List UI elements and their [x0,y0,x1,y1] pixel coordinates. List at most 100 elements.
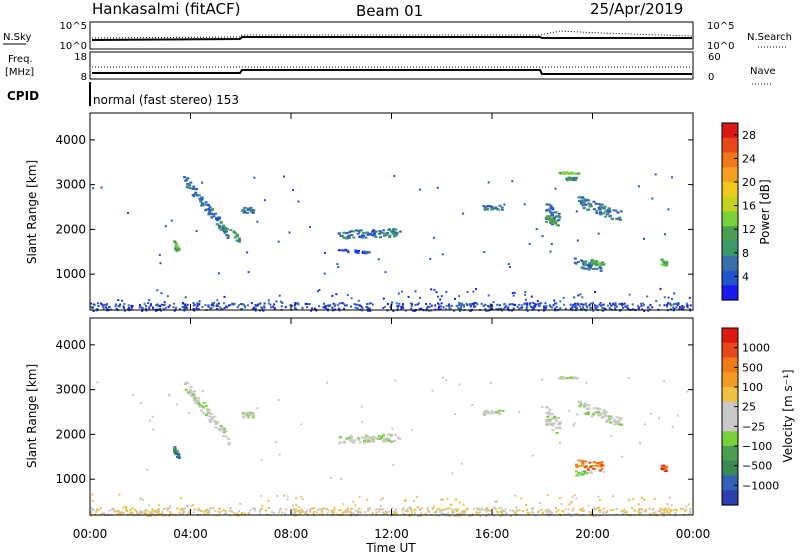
scatter-point [127,212,129,214]
ground-scatter-point [528,303,531,306]
echo-point [343,236,347,239]
scatter-point [643,237,645,240]
echo-point [219,221,223,224]
ground-scatter-point [293,304,296,307]
ground-scatter-point [513,291,516,294]
ground-scatter-point [521,306,524,309]
ground-scatter-point [401,508,404,511]
echo-point [216,421,220,424]
ground-scatter-point [681,305,684,307]
echo-point [582,207,586,210]
ground-scatter-point [122,506,125,509]
echo-point [197,402,200,405]
ground-scatter-point [476,303,479,306]
ground-scatter-point [333,506,336,509]
ground-scatter-point [217,507,220,510]
ground-scatter-point [425,307,428,310]
ground-scatter-point [210,306,213,309]
echo-point [578,472,582,475]
ground-scatter-point [275,300,278,303]
echo-point [361,251,365,254]
echo-point [486,205,490,208]
ground-scatter-point [337,509,340,512]
echo-point [354,251,358,254]
ground-scatter-point [400,307,403,310]
echo-point [349,230,353,233]
ground-scatter-point [510,309,513,312]
echo-point [582,267,586,270]
echo-point [617,421,621,424]
colorbar-tick-label: 28 [742,129,756,142]
echo-point [388,234,392,237]
ground-scatter-point [503,510,506,513]
echo-point [484,206,488,209]
ground-scatter-point [476,512,479,515]
ground-scatter-point [163,301,166,304]
echo-point [187,183,191,186]
echo-point [203,203,207,206]
echo-point [590,259,594,261]
ground-scatter-point [117,299,120,302]
ground-scatter-point [122,512,125,515]
ground-scatter-point [120,512,123,515]
ground-scatter-point [582,303,585,306]
echo-point [601,412,605,414]
ground-scatter-point [133,508,136,511]
scatter-point [541,405,544,408]
ground-scatter-point [163,303,166,306]
ground-scatter-point [647,309,650,312]
nave-tick-bottom: 0 [708,72,714,83]
ground-scatter-point [236,306,239,309]
scatter-point [96,381,99,384]
ground-scatter-point [254,509,256,512]
ground-scatter-point [594,306,597,309]
ground-scatter-point [673,292,676,295]
ground-scatter-point [555,507,558,510]
ground-scatter-point [286,495,289,498]
scatter-point [391,427,394,430]
ground-scatter-point [238,304,240,307]
ground-scatter-point [676,303,679,306]
ground-scatter-point [247,304,249,307]
echo-point [582,202,586,204]
ground-scatter-point [293,509,296,512]
ground-scatter-point [501,509,504,511]
echo-point [597,414,601,417]
ground-scatter-point [272,305,275,308]
echo-point [594,202,598,205]
ground-scatter-point [663,514,666,517]
ground-scatter-point [381,497,384,500]
ground-scatter-point [154,510,157,512]
ground-scatter-point [534,303,537,306]
echo-point [579,473,583,476]
echo-point [599,465,603,468]
echo-point [173,447,177,450]
ground-scatter-point [460,307,463,310]
scatter-point [535,228,538,231]
ground-scatter-point [147,504,150,507]
echo-point [604,414,608,417]
ground-scatter-point [208,509,211,512]
echo-point [584,263,587,265]
echo-point [581,260,584,263]
ground-scatter-point [223,307,226,310]
ground-scatter-point [178,307,181,310]
ground-scatter-point [223,512,226,515]
ground-scatter-point [513,510,516,513]
echo-point [596,408,600,411]
colorbar-segment [722,475,738,491]
ground-scatter-point [148,511,151,514]
echo-point [554,418,558,421]
ground-scatter-point [640,304,643,307]
echo-point [607,419,611,422]
echo-point [586,467,590,470]
ground-scatter-point [217,510,220,513]
echo-point [394,433,398,436]
ground-scatter-point [404,510,407,512]
ground-scatter-point [345,304,348,307]
ground-scatter-point [489,303,492,306]
ground-scatter-point [157,504,160,507]
colorbar-segment [722,137,738,154]
ground-scatter-point [414,290,417,293]
